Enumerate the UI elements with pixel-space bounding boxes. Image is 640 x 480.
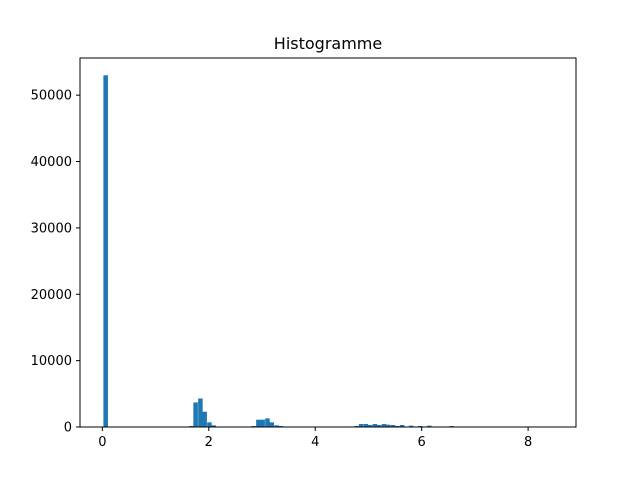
histogram-bar-15 <box>358 424 364 427</box>
histogram-bar-2 <box>193 402 198 427</box>
histogram-bar-19 <box>376 425 382 427</box>
histogram-bar-25 <box>408 425 414 427</box>
histogram-bar-16 <box>363 424 369 427</box>
histogram-bar-27 <box>426 425 432 427</box>
histogram-bar-4 <box>202 411 207 427</box>
histogram-bar-9 <box>260 419 265 427</box>
axes: 0 2 4 6 8 0 10000 20000 30000 40000 50000 <box>31 57 577 450</box>
histogram-bar-0 <box>103 75 108 427</box>
histogram-bar-8 <box>256 419 261 427</box>
plot-frame <box>79 57 577 428</box>
histogram-bar-10 <box>265 418 270 427</box>
histogram-bar-20 <box>381 424 387 427</box>
chart-title: Histogramme <box>274 34 382 53</box>
y-tick-label-4: 40000 <box>31 155 72 170</box>
y-tick-label-3: 30000 <box>31 221 72 236</box>
y-tick-label-5: 50000 <box>31 89 72 104</box>
x-tick-label-0: 0 <box>98 435 106 450</box>
x-tick-label-1: 2 <box>205 435 213 450</box>
x-tick-label-2: 4 <box>311 435 319 450</box>
histogram-bar-5 <box>207 422 212 427</box>
histogram-bar-22 <box>390 425 396 427</box>
x-tick-label-4: 8 <box>524 435 532 450</box>
histogram-bar-6 <box>211 425 216 427</box>
histogram-bar-12 <box>274 425 279 427</box>
histogram-bar-17 <box>367 425 373 427</box>
histogram-bar-24 <box>399 425 405 427</box>
y-tick-label-1: 10000 <box>31 354 72 369</box>
histogram-bars <box>103 75 454 427</box>
x-tick-label-3: 6 <box>418 435 426 450</box>
histogram-bar-21 <box>386 424 391 427</box>
y-tick-label-2: 20000 <box>31 288 72 303</box>
histogram-bar-3 <box>198 398 203 427</box>
histogram-bar-11 <box>269 422 274 427</box>
y-tick-label-0: 0 <box>64 421 72 436</box>
histogram-bar-18 <box>372 424 378 427</box>
